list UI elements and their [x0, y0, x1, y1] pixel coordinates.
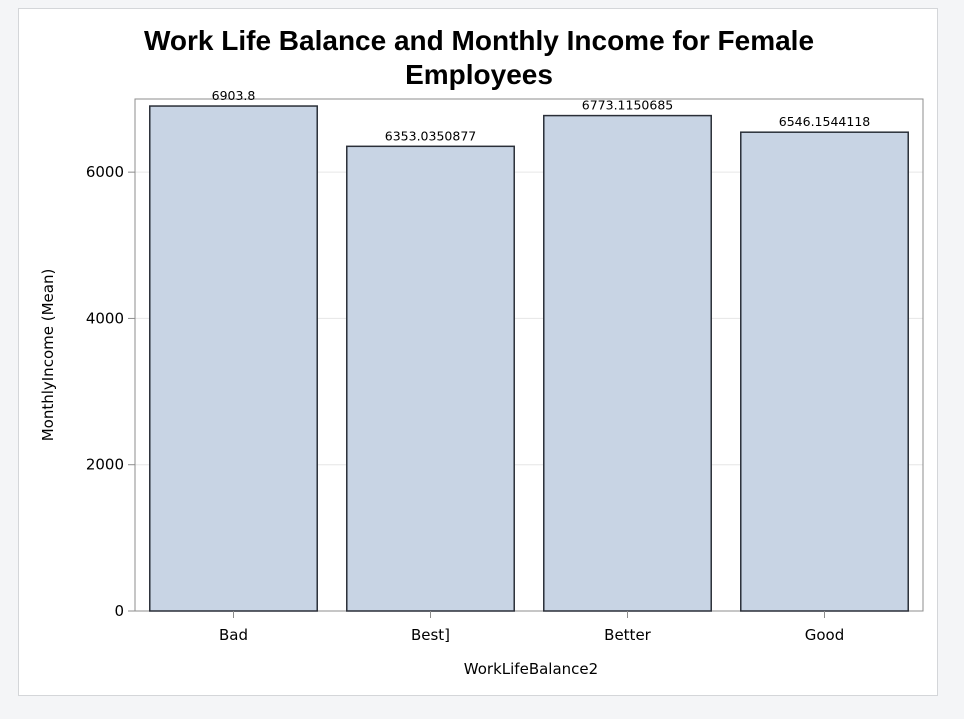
- chart-title-line-1: Work Life Balance and Monthly Income for…: [144, 25, 814, 56]
- y-tick-label-0: 0: [114, 602, 124, 620]
- x-tick-label-1: Best]: [411, 626, 450, 644]
- bars: 6903.8 6353.0350877 6773.1150685 6546.15441…: [149, 88, 909, 612]
- x-tick-label-3: Good: [805, 626, 845, 644]
- y-tick-label-3: 6000: [86, 163, 124, 181]
- y-tick-label-1: 2000: [86, 456, 124, 474]
- chart-title-line-2: Employees: [405, 59, 553, 90]
- axes: 0 2000 4000 6000 Bad Best] Better Good: [86, 163, 844, 644]
- plot-area-frame: [134, 98, 924, 612]
- bar-2: [543, 114, 712, 612]
- x-tick-label-0: Bad: [219, 626, 248, 644]
- bar-value-label-0: 6903.8: [212, 88, 256, 103]
- bar-value-label-1: 6353.0350877: [385, 128, 476, 143]
- bar-3: [740, 131, 909, 612]
- x-tick-label-2: Better: [604, 626, 652, 644]
- chart-frame: Work Life Balance and Monthly Income for…: [18, 8, 938, 696]
- bar-0: [149, 105, 318, 612]
- bar-value-label-3: 6546.1544118: [779, 114, 871, 129]
- y-axis-label: MonthlyIncome (Mean): [39, 269, 57, 442]
- bar-1: [346, 145, 515, 612]
- bar-value-label-2: 6773.1150685: [582, 98, 673, 113]
- y-tick-label-2: 4000: [86, 309, 124, 327]
- x-axis-label: WorkLifeBalance2: [464, 660, 598, 678]
- chart-svg: Work Life Balance and Monthly Income for…: [39, 25, 924, 678]
